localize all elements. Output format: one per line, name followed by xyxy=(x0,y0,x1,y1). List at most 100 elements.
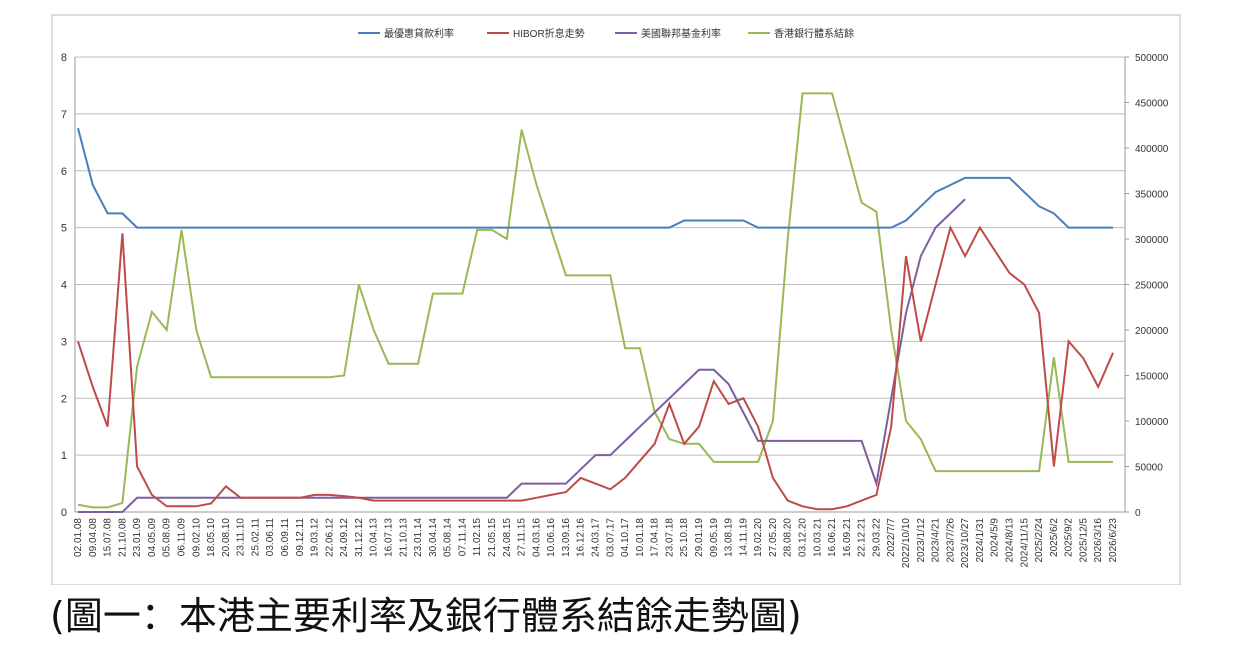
x-tick-label: 29.03.22 xyxy=(871,518,882,557)
x-tick-label: 05.08.09 xyxy=(162,518,173,557)
x-tick-label: 23.07.18 xyxy=(664,518,675,557)
x-tick-label: 2022/10/10 xyxy=(901,518,912,568)
x-tick-label: 22.06.12 xyxy=(324,518,335,557)
x-tick-label: 2023/7/26 xyxy=(945,518,956,563)
x-tick-label: 19.03.12 xyxy=(310,518,321,557)
x-tick-label: 2025/9/2 xyxy=(1064,518,1075,557)
x-tick-label: 24.08.15 xyxy=(502,518,513,557)
x-tick-label: 16.09.21 xyxy=(842,518,853,557)
x-tick-label: 04.10.17 xyxy=(620,518,631,557)
x-tick-label: 09.02.10 xyxy=(191,518,202,557)
x-tick-label: 29.01.19 xyxy=(694,518,705,557)
x-tick-label: 19.02.20 xyxy=(753,518,764,557)
x-tick-label: 28.08.20 xyxy=(783,518,794,557)
x-tick-label: 25.02.11 xyxy=(250,518,261,557)
x-tick-label: 2023/10/27 xyxy=(960,518,971,568)
x-tick-label: 2025/12/5 xyxy=(1078,518,1089,563)
y2-tick-label: 350000 xyxy=(1135,190,1169,201)
x-tick-label: 2024/5/9 xyxy=(990,518,1001,557)
y2-tick-label: 300000 xyxy=(1135,235,1169,246)
x-tick-label: 13.08.19 xyxy=(724,518,735,557)
x-tick-label: 22.12.21 xyxy=(857,518,868,557)
y-tick-label: 7 xyxy=(61,109,67,121)
x-tick-label: 27.05.20 xyxy=(768,518,779,557)
y2-tick-label: 500000 xyxy=(1135,53,1169,64)
x-tick-label: 16.07.13 xyxy=(384,518,395,557)
x-tick-label: 04.05.09 xyxy=(147,518,158,557)
x-tick-label: 18.05.10 xyxy=(206,518,217,557)
y2-tick-label: 100000 xyxy=(1135,417,1169,428)
legend-label: 最優惠貸款利率 xyxy=(384,27,454,40)
x-tick-label: 13.09.16 xyxy=(561,518,572,557)
x-tick-label: 21.05.15 xyxy=(487,518,498,557)
x-tick-label: 11.02.15 xyxy=(472,518,483,557)
x-tick-label: 23.11.10 xyxy=(236,518,247,557)
y-tick-label: 6 xyxy=(61,166,67,178)
chart: 0 1 2 3 4 5 6 7 8 0 50000 100000 150000 200000 250000 3… xyxy=(51,14,1181,585)
x-tick-label: 17.04.18 xyxy=(650,518,661,557)
x-tick-label: 16.12.16 xyxy=(576,518,587,557)
x-tick-label: 24.09.12 xyxy=(339,518,350,557)
y2-tick-label: 200000 xyxy=(1135,326,1169,337)
x-tick-label: 03.07.17 xyxy=(605,518,616,557)
x-tick-label: 2022/7/7 xyxy=(886,518,897,557)
x-tick-label: 09.04.08 xyxy=(88,518,99,557)
y-tick-label: 2 xyxy=(61,393,67,405)
y-tick-label: 0 xyxy=(61,507,67,519)
x-tick-label: 05.08.14 xyxy=(443,518,454,557)
x-tick-label: 10.03.21 xyxy=(812,518,823,557)
caption: (圖一：本港主要利率及銀行體系結餘走勢圖) xyxy=(50,594,802,638)
x-tick-label: 23.01.14 xyxy=(413,518,424,557)
x-tick-label: 14.11.19 xyxy=(738,518,749,557)
legend-label: 香港銀行體系結餘 xyxy=(774,27,854,40)
y2-tick-label: 400000 xyxy=(1135,144,1169,155)
x-tick-label: 23.01.09 xyxy=(132,518,143,557)
y2-tick-label: 0 xyxy=(1135,508,1141,519)
y-tick-label: 3 xyxy=(61,336,67,348)
x-tick-label: 03.12.20 xyxy=(798,518,809,557)
x-tick-label: 15.07.08 xyxy=(103,518,114,557)
legend-label: HIBOR折息走勢 xyxy=(513,27,585,40)
x-tick-label: 06.09.11 xyxy=(280,518,291,557)
series-line xyxy=(77,92,1113,509)
legend-label: 美國聯邦基金利率 xyxy=(641,27,721,40)
y2-tick-label: 450000 xyxy=(1135,99,1169,110)
x-tick-label: 07.11.14 xyxy=(457,518,468,557)
x-tick-label: 2026/3/16 xyxy=(1093,518,1104,563)
x-tick-label: 2024/11/15 xyxy=(1019,518,1030,568)
x-tick-label: 2026/6/23 xyxy=(1108,518,1119,563)
series-line xyxy=(77,224,1114,511)
y-tick-label: 1 xyxy=(61,450,67,462)
y2-tick-label: 150000 xyxy=(1135,372,1169,383)
x-tick-label: 09.05.19 xyxy=(709,518,720,557)
x-tick-label: 20.08.10 xyxy=(221,518,232,557)
x-tick-label: 25.10.18 xyxy=(679,518,690,557)
x-tick-label: 09.12.11 xyxy=(295,518,306,557)
x-tick-label: 16.06.21 xyxy=(827,518,838,557)
x-tick-label: 21.10.13 xyxy=(398,518,409,557)
x-tick-label: 21.10.08 xyxy=(117,518,128,557)
x-tick-label: 10.01.18 xyxy=(635,518,646,557)
series-line xyxy=(77,127,1113,229)
x-tick-label: 27.11.15 xyxy=(517,518,528,557)
y2-tick-label: 50000 xyxy=(1135,463,1163,474)
x-tick-label: 2024/1/31 xyxy=(975,518,986,563)
x-tick-label: 06.11.09 xyxy=(177,518,188,557)
y-tick-label: 4 xyxy=(61,280,67,292)
x-tick-label: 30.04.14 xyxy=(428,518,439,557)
x-tick-label: 03.06.11 xyxy=(265,518,276,557)
x-tick-label: 10.06.16 xyxy=(546,518,557,557)
series-line xyxy=(78,198,966,513)
x-tick-label: 2023/1/12 xyxy=(916,518,927,563)
x-tick-label: 2025/6/2 xyxy=(1049,518,1060,557)
x-tick-label: 2025/2/24 xyxy=(1034,518,1045,563)
x-tick-label: 31.12.12 xyxy=(354,518,365,557)
x-tick-label: 24.03.17 xyxy=(591,518,602,557)
x-tick-label: 2024/8/13 xyxy=(1005,518,1016,563)
x-tick-label: 02.01.08 xyxy=(73,518,84,557)
y-tick-label: 8 xyxy=(61,52,67,64)
y-tick-label: 5 xyxy=(61,223,67,235)
y2-tick-label: 250000 xyxy=(1135,281,1169,292)
x-tick-label: 10.04.13 xyxy=(369,518,380,557)
